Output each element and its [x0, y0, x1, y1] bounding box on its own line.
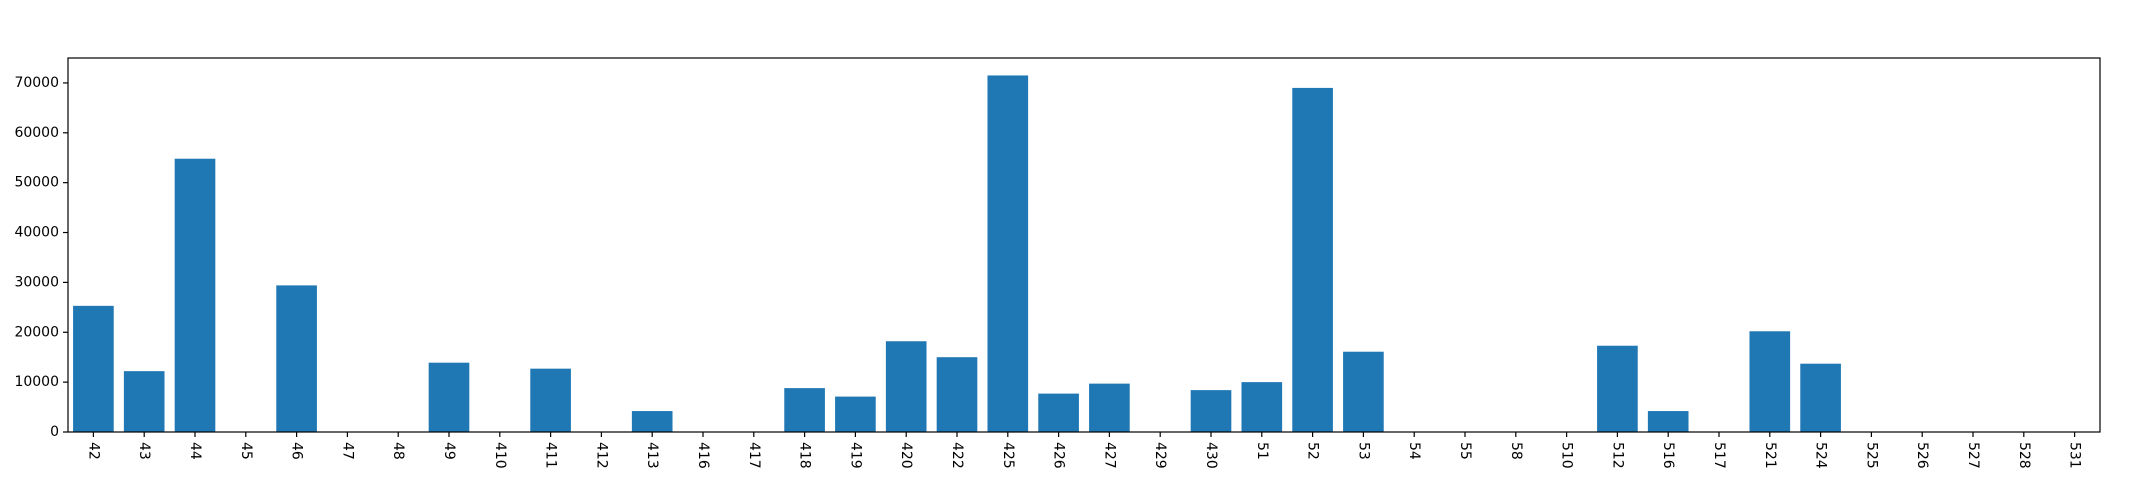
- x-tick-label: 420: [898, 442, 914, 469]
- x-axis: 42 43 44 45 46 47 48 49 410 411 412 413 416 417 418 419…: [85, 432, 2083, 469]
- bar-49: [428, 362, 470, 432]
- x-tick-label: 521: [1762, 442, 1778, 469]
- x-tick-label: 517: [1711, 442, 1727, 469]
- bar-516: [1647, 411, 1689, 432]
- x-tick-label: 525: [1863, 442, 1879, 469]
- bar-419: [835, 396, 876, 432]
- x-tick-label: 410: [492, 442, 508, 469]
- bar-427: [1089, 383, 1130, 432]
- y-tick-label: 70000: [14, 75, 59, 91]
- y-tick-label: 50000: [14, 175, 59, 191]
- x-tick-label: 430: [1203, 442, 1219, 469]
- x-tick-label: 426: [1051, 442, 1067, 469]
- bar-512: [1597, 345, 1638, 432]
- x-tick-label: 526: [1914, 442, 1930, 469]
- y-tick-label: 30000: [14, 274, 59, 290]
- x-tick-label: 58: [1508, 442, 1524, 460]
- x-tick-label: 516: [1660, 442, 1676, 469]
- bar-430: [1190, 390, 1232, 432]
- x-tick-label: 43: [136, 442, 152, 460]
- x-tick-label: 429: [1152, 442, 1168, 469]
- bar-46: [276, 285, 317, 432]
- x-tick-label: 425: [1000, 442, 1016, 469]
- x-tick-label: 411: [543, 442, 559, 469]
- x-tick-label: 54: [1406, 442, 1422, 460]
- bar-413: [631, 411, 673, 432]
- bar-53: [1343, 351, 1384, 432]
- bar-420: [885, 341, 927, 432]
- x-tick-label: 510: [1559, 442, 1575, 469]
- x-tick-label: 427: [1101, 442, 1117, 469]
- x-tick-label: 527: [1965, 442, 1981, 469]
- x-tick-label: 47: [339, 442, 355, 460]
- bar-44: [174, 158, 216, 433]
- x-tick-label: 44: [187, 442, 203, 460]
- y-tick-label: 60000: [14, 125, 59, 141]
- x-tick-label: 49: [441, 442, 457, 460]
- x-tick-label: 51: [1254, 442, 1270, 460]
- x-tick-label: 42: [85, 442, 101, 460]
- x-tick-label: 531: [2067, 442, 2083, 469]
- x-tick-label: 45: [238, 442, 254, 460]
- x-tick-label: 512: [1609, 442, 1625, 469]
- x-tick-label: 418: [797, 442, 813, 469]
- y-tick-label: 40000: [14, 225, 59, 241]
- x-tick-label: 416: [695, 442, 711, 469]
- x-tick-label: 413: [644, 442, 660, 469]
- bar-411: [530, 368, 571, 432]
- y-tick-label: 20000: [14, 324, 59, 340]
- y-tick-label: 0: [50, 424, 59, 440]
- x-tick-label: 48: [390, 442, 406, 460]
- bar-418: [784, 388, 825, 432]
- x-tick-label: 419: [847, 442, 863, 469]
- x-tick-label: 52: [1305, 442, 1321, 460]
- bar-42: [73, 305, 114, 432]
- bar-426: [1038, 393, 1079, 432]
- plot-frame: [67, 57, 2101, 433]
- x-tick-label: 412: [593, 442, 609, 469]
- x-tick-label: 53: [1355, 442, 1371, 460]
- bar-52: [1292, 87, 1333, 433]
- bars-group: [73, 75, 1841, 433]
- bar-521: [1749, 331, 1791, 432]
- bar-524: [1800, 363, 1841, 432]
- bar-43: [123, 371, 165, 432]
- x-tick-label: 46: [289, 442, 305, 460]
- bar-422: [936, 357, 978, 432]
- bar-425: [987, 75, 1029, 432]
- y-tick-label: 10000: [14, 374, 59, 390]
- x-tick-label: 422: [949, 442, 965, 469]
- x-tick-label: 417: [746, 442, 762, 469]
- x-tick-label: 528: [2016, 442, 2032, 469]
- y-axis: 0 10000 20000 30000 40000 50000 60000 70000: [14, 75, 68, 440]
- x-tick-label: 55: [1457, 442, 1473, 460]
- bar-51: [1241, 382, 1283, 432]
- x-tick-label: 524: [1813, 442, 1829, 469]
